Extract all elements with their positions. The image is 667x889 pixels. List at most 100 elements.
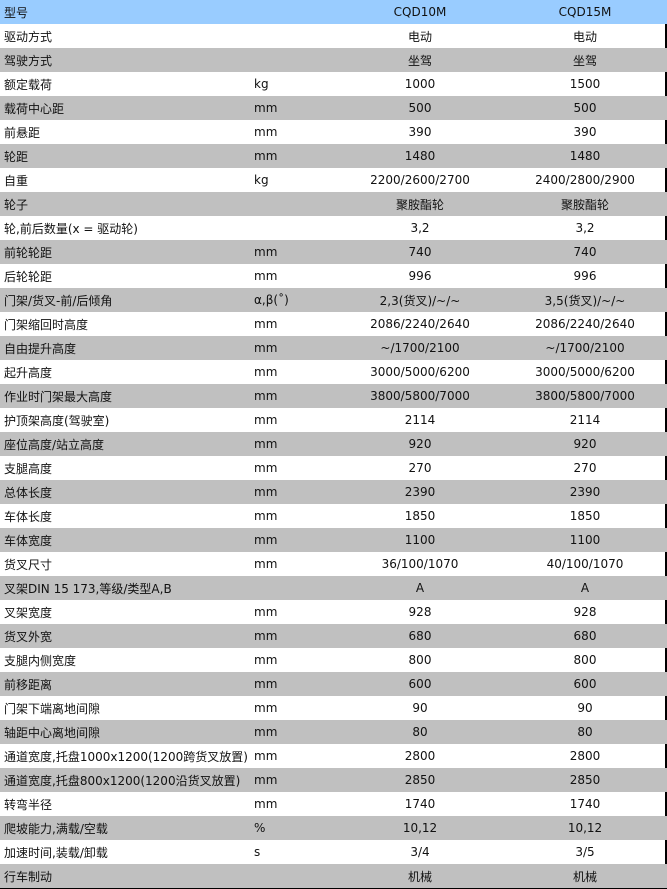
row-unit: mm — [254, 365, 278, 379]
row-label: 轮距 — [4, 149, 29, 164]
table-row: 作业时门架最大高度 mm 3800/5800/7000 3800/5800/7000 — [0, 384, 667, 408]
row-unit: mm — [254, 485, 278, 499]
value-model-2: 2850 — [569, 773, 601, 787]
row-unit: mm — [254, 653, 278, 667]
value-model-1: 2086/2240/2640 — [370, 317, 470, 331]
table-row: 门架缩回时高度 mm 2086/2240/2640 2086/2240/2640 — [0, 312, 667, 336]
value-model-2: 996 — [573, 269, 597, 283]
value-model-2: 2800 — [569, 749, 601, 763]
row-label: 通道宽度,托盘800x1200(1200沿货叉放置) — [4, 773, 241, 788]
table-row: 轴距中心离地间隙 mm 80 80 — [0, 720, 667, 744]
row-label: 行车制动 — [4, 869, 53, 884]
row-unit: mm — [254, 269, 278, 283]
value-model-2: 3000/5000/6200 — [535, 365, 635, 379]
row-unit: mm — [254, 797, 278, 811]
row-unit: mm — [254, 749, 278, 763]
row-label: 支腿内侧宽度 — [4, 653, 77, 668]
value-model-1: A — [415, 581, 425, 595]
row-label: 门架下端离地间隙 — [4, 701, 101, 716]
table-row: 前轮轮距 mm 740 740 — [0, 240, 667, 264]
value-model-1: 928 — [408, 605, 432, 619]
row-label: 加速时间,装载/卸载 — [4, 845, 108, 860]
value-model-1: ~/1700/2100 — [380, 341, 460, 355]
value-model-2: 390 — [573, 125, 597, 139]
table-row: 加速时间,装载/卸载 s 3/4 3/5 — [0, 840, 667, 864]
value-model-2: 2390 — [569, 485, 601, 499]
table-row: 座位高度/站立高度 mm 920 920 — [0, 432, 667, 456]
row-unit: kg — [254, 77, 269, 91]
table-row: 轮子 聚胺酯轮 聚胺酯轮 — [0, 192, 667, 216]
value-model-1: 920 — [408, 437, 432, 451]
row-label: 前移距离 — [4, 677, 53, 692]
row-label: 货叉外宽 — [4, 629, 53, 644]
row-label: 爬坡能力,满载/空载 — [4, 821, 108, 836]
table-row: 行车制动 机械 机械 — [0, 864, 667, 888]
table-row: 门架下端离地间隙 mm 90 90 — [0, 696, 667, 720]
value-model-1: 90 — [412, 701, 428, 715]
value-model-1: 3000/5000/6200 — [370, 365, 470, 379]
table-row: 前移距离 mm 600 600 — [0, 672, 667, 696]
value-model-2: 1100 — [569, 533, 601, 547]
row-label: 载荷中心距 — [4, 101, 65, 116]
value-model-2: 1480 — [569, 149, 601, 163]
row-label: 车体长度 — [4, 509, 53, 524]
row-unit: mm — [254, 317, 278, 331]
value-model-2: 928 — [573, 605, 597, 619]
value-model-2: 600 — [573, 677, 597, 691]
value-model-1: 坐驾 — [407, 53, 432, 68]
value-model-2: 40/100/1070 — [546, 557, 624, 571]
value-model-2: 500 — [573, 101, 597, 115]
value-model-2: 920 — [573, 437, 597, 451]
row-label: 转弯半径 — [4, 797, 53, 812]
value-model-2: ~/1700/2100 — [545, 341, 625, 355]
table-row: 叉架DIN 15 173,等级/类型A,B A A — [0, 576, 667, 600]
row-label: 座位高度/站立高度 — [4, 437, 105, 452]
value-model-2: 3800/5800/7000 — [535, 389, 635, 403]
value-model-2: 10,12 — [567, 821, 603, 835]
row-unit: mm — [254, 389, 278, 403]
value-model-1: 2114 — [404, 413, 436, 427]
row-unit: mm — [254, 461, 278, 475]
value-model-2: 2400/2800/2900 — [535, 173, 635, 187]
value-model-1: 聚胺酯轮 — [395, 197, 444, 212]
row-label: 货叉尺寸 — [4, 557, 53, 572]
row-label: 前轮轮距 — [4, 245, 53, 260]
row-label: 驱动方式 — [4, 29, 53, 44]
value-model-2: 680 — [573, 629, 597, 643]
row-unit: mm — [254, 149, 278, 163]
value-model-1: 36/100/1070 — [381, 557, 459, 571]
value-model-1: 680 — [408, 629, 432, 643]
row-unit: α,β(˚) — [254, 293, 289, 307]
table-row: 车体长度 mm 1850 1850 — [0, 504, 667, 528]
value-model-1: 390 — [408, 125, 432, 139]
row-unit: mm — [254, 605, 278, 619]
value-model-1: 1740 — [404, 797, 436, 811]
table-row: 起升高度 mm 3000/5000/6200 3000/5000/6200 — [0, 360, 667, 384]
value-model-2: 270 — [573, 461, 597, 475]
row-unit: mm — [254, 701, 278, 715]
value-model-1: 2200/2600/2700 — [370, 173, 470, 187]
row-label: 门架缩回时高度 — [4, 317, 89, 332]
value-model-2: 3,2 — [575, 221, 595, 235]
row-unit: kg — [254, 173, 269, 187]
value-model-2: 3,5(货叉)/~/~ — [544, 293, 626, 308]
row-label: 驾驶方式 — [4, 53, 53, 68]
row-unit: mm — [254, 773, 278, 787]
value-model-2: 3/5 — [575, 845, 595, 859]
row-label: 后轮轮距 — [4, 269, 53, 284]
value-model-1: 740 — [408, 245, 432, 259]
row-unit: mm — [254, 557, 278, 571]
value-model-1: 996 — [408, 269, 432, 283]
row-label: 轮,前后数量(x = 驱动轮) — [4, 221, 138, 236]
value-model-2: 800 — [573, 653, 597, 667]
header-model-2: CQD15M — [558, 5, 612, 19]
table-row: 自重 kg 2200/2600/2700 2400/2800/2900 — [0, 168, 667, 192]
row-unit: mm — [254, 413, 278, 427]
table-row: 额定载荷 kg 1000 1500 — [0, 72, 667, 96]
row-label: 通道宽度,托盘1000x1200(1200跨货叉放置) — [4, 749, 248, 764]
value-model-1: 800 — [408, 653, 432, 667]
table-row: 车体宽度 mm 1100 1100 — [0, 528, 667, 552]
table-row: 驱动方式 电动 电动 — [0, 24, 667, 48]
row-label: 作业时门架最大高度 — [4, 389, 113, 404]
